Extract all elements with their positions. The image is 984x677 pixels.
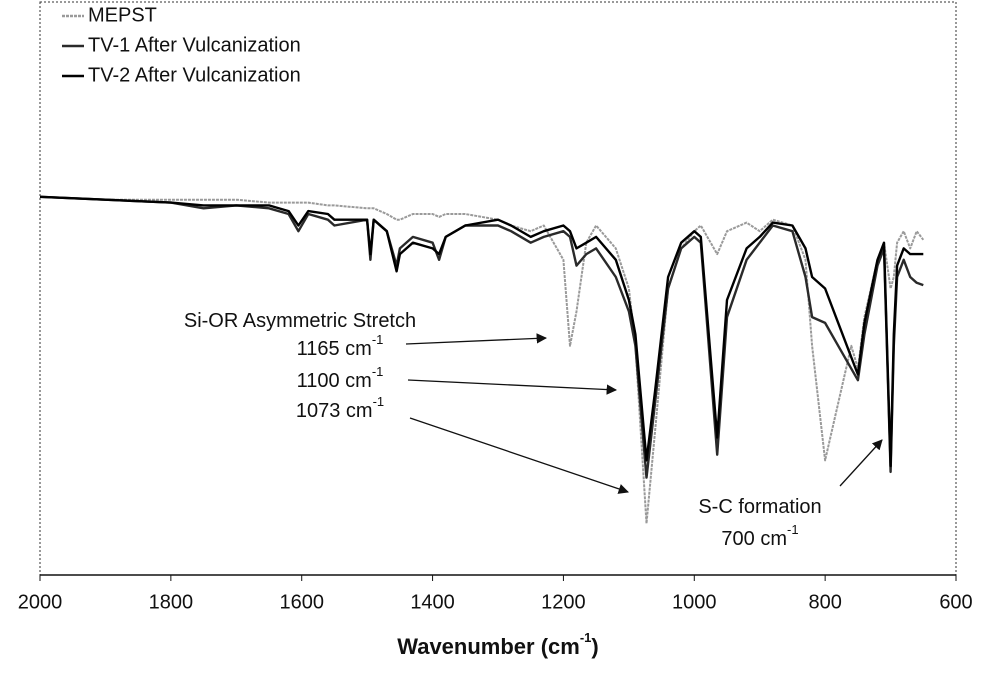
label: 1165 cm-1 bbox=[297, 332, 384, 360]
x-tick-label: 1200 bbox=[541, 591, 586, 613]
x-tick-label: 800 bbox=[808, 591, 841, 613]
label: 1073 cm-1 bbox=[296, 394, 384, 422]
label-text: S-C formation bbox=[698, 496, 821, 518]
annotation-arrow bbox=[409, 417, 629, 494]
x-tick-label: 1600 bbox=[279, 591, 324, 613]
legend-label: MEPST bbox=[88, 4, 157, 26]
label: 700 cm-1 bbox=[721, 522, 798, 550]
label-text: 1073 cm bbox=[296, 400, 373, 422]
spectrum-line bbox=[39, 195, 925, 525]
x-tick-label: 1000 bbox=[672, 591, 717, 613]
x-tick-label: 1800 bbox=[149, 591, 194, 613]
superscript: -1 bbox=[580, 630, 592, 645]
label-text: 1100 cm bbox=[297, 370, 372, 392]
x-tick-label: 600 bbox=[939, 591, 972, 613]
superscript: -1 bbox=[373, 394, 385, 409]
superscript: -1 bbox=[372, 364, 384, 379]
label-text: ) bbox=[591, 634, 598, 659]
legend-label: TV-1 After Vulcanization bbox=[88, 34, 301, 56]
legend-label: TV-2 After Vulcanization bbox=[88, 64, 301, 86]
label-text: Si-OR Asymmetric Stretch bbox=[184, 310, 416, 332]
annotation-arrow bbox=[405, 333, 548, 345]
label: S-C formation bbox=[698, 496, 821, 518]
superscript: -1 bbox=[372, 332, 384, 347]
label: 1100 cm-1 bbox=[297, 364, 384, 392]
x-tick-label: 1400 bbox=[410, 591, 455, 613]
x-tick-label: 2000 bbox=[18, 591, 63, 613]
label-text: 700 cm bbox=[721, 528, 787, 550]
plot-frame bbox=[39, 1, 957, 576]
label: Si-OR Asymmetric Stretch bbox=[184, 310, 416, 332]
label-text: 1165 cm bbox=[297, 338, 372, 360]
spectrum-line bbox=[39, 195, 924, 479]
annotation-arrow bbox=[839, 439, 883, 487]
label: Wavenumber (cm-1) bbox=[397, 630, 598, 658]
spectrum-line bbox=[39, 195, 924, 468]
annotation-arrow bbox=[407, 379, 618, 395]
superscript: -1 bbox=[787, 522, 799, 537]
label-text: Wavenumber (cm bbox=[397, 634, 580, 659]
